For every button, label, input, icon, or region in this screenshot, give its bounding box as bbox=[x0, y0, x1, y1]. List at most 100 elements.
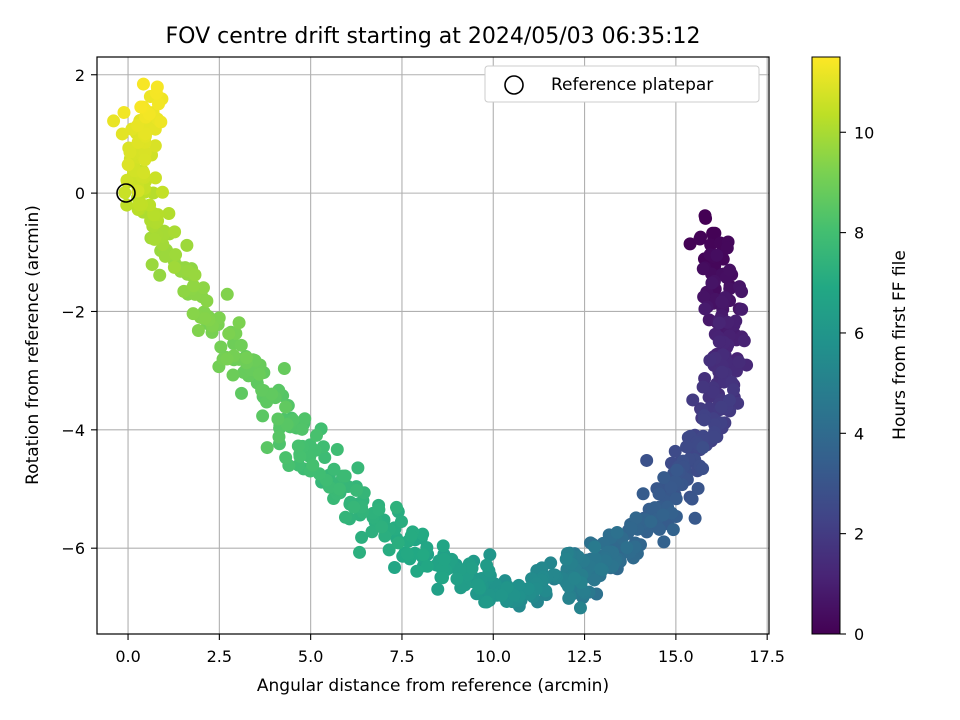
scatter-point bbox=[272, 430, 286, 444]
scatter-point bbox=[732, 355, 746, 369]
y-tick-label: −2 bbox=[61, 302, 85, 321]
scatter-point bbox=[365, 525, 379, 539]
scatter-point bbox=[279, 400, 293, 414]
scatter-point bbox=[707, 430, 721, 444]
x-axis-ticks: 0.0 2.5 5.0 7.5 10.0 12.5 15.0 17.5 bbox=[115, 634, 785, 666]
scatter-point bbox=[388, 561, 402, 575]
scatter-point bbox=[704, 238, 718, 252]
scatter-point bbox=[480, 595, 494, 609]
scatter-point bbox=[117, 105, 131, 119]
legend-box bbox=[484, 65, 760, 103]
scatter-point bbox=[295, 422, 309, 436]
scatter-point bbox=[382, 543, 396, 557]
scatter-point bbox=[735, 302, 749, 316]
scatter-point bbox=[240, 351, 254, 365]
scatter-point bbox=[620, 541, 634, 555]
scatter-point bbox=[226, 368, 240, 382]
scatter-point bbox=[222, 327, 236, 341]
scatter-point bbox=[416, 548, 430, 562]
data-points bbox=[107, 77, 754, 615]
scatter-point bbox=[587, 573, 601, 587]
y-tick-label: 0 bbox=[75, 184, 85, 203]
scatter-point bbox=[696, 462, 710, 476]
scatter-point bbox=[168, 225, 182, 239]
colorbar-tick-label: 4 bbox=[854, 424, 864, 443]
chart-title: FOV centre drift starting at 2024/05/03 … bbox=[166, 24, 701, 49]
scatter-point bbox=[562, 591, 576, 605]
scatter-point bbox=[293, 449, 307, 463]
scatter-point bbox=[712, 335, 726, 349]
scatter-point bbox=[235, 386, 249, 400]
scatter-point bbox=[480, 558, 494, 572]
scatter-point bbox=[291, 439, 305, 453]
scatter-point bbox=[118, 186, 132, 200]
scatter-point bbox=[705, 276, 719, 290]
scatter-point bbox=[712, 316, 726, 330]
scatter-point bbox=[167, 260, 181, 274]
scatter-point bbox=[670, 463, 684, 477]
scatter-point bbox=[703, 353, 717, 367]
scatter-point bbox=[260, 441, 274, 455]
scatter-point bbox=[697, 290, 711, 304]
scatter-point bbox=[265, 387, 279, 401]
scatter-point bbox=[610, 526, 624, 540]
scatter-point bbox=[139, 127, 153, 141]
scatter-point bbox=[120, 173, 134, 187]
scatter-point bbox=[147, 208, 161, 222]
scatter-point bbox=[353, 545, 367, 559]
scatter-point bbox=[375, 520, 389, 534]
scatter-point bbox=[698, 209, 712, 223]
scatter-point bbox=[737, 334, 751, 348]
x-axis-label: Angular distance from reference (arcmin) bbox=[257, 676, 609, 696]
scatter-point bbox=[153, 268, 167, 282]
x-tick-label: 15.0 bbox=[658, 647, 694, 666]
scatter-point bbox=[271, 412, 285, 426]
scatter-point bbox=[155, 185, 169, 199]
scatter-point bbox=[588, 540, 602, 554]
scatter-point bbox=[177, 284, 191, 298]
scatter-point bbox=[688, 511, 702, 525]
scatter-point bbox=[410, 564, 424, 578]
scatter-point bbox=[330, 442, 344, 456]
scatter-point bbox=[214, 340, 228, 354]
scatter-point bbox=[720, 241, 734, 255]
colorbar-tick-label: 6 bbox=[854, 324, 864, 343]
scatter-point bbox=[191, 324, 205, 338]
scatter-point bbox=[137, 166, 151, 180]
scatter-point bbox=[338, 510, 352, 524]
scatter-point bbox=[437, 552, 451, 566]
x-tick-label: 10.0 bbox=[475, 647, 511, 666]
scatter-point bbox=[495, 589, 509, 603]
scatter-point bbox=[431, 582, 445, 596]
scatter-point bbox=[198, 311, 212, 325]
legend-label: Reference platepar bbox=[551, 75, 713, 95]
scatter-point bbox=[624, 521, 638, 535]
scatter-point bbox=[668, 444, 682, 458]
scatter-point bbox=[685, 492, 699, 506]
scatter-point bbox=[696, 262, 710, 276]
scatter-point bbox=[115, 127, 129, 141]
scatter-point bbox=[350, 483, 364, 497]
scatter-point bbox=[568, 571, 582, 585]
scatter-point bbox=[310, 428, 324, 442]
reference-marker bbox=[116, 183, 136, 203]
scatter-point bbox=[657, 535, 671, 549]
scatter-point bbox=[680, 440, 694, 454]
scatter-point bbox=[145, 258, 159, 272]
scatter-point bbox=[107, 114, 121, 128]
x-tick-label: 7.5 bbox=[389, 647, 414, 666]
scatter-point bbox=[389, 500, 403, 514]
scatter-point bbox=[636, 487, 650, 501]
scatter-point bbox=[200, 294, 214, 308]
scatter-point bbox=[465, 561, 479, 575]
scatter-point bbox=[697, 413, 711, 427]
scatter-point bbox=[154, 115, 168, 129]
scatter-point bbox=[629, 511, 643, 525]
y-axis-ticks: −6 −4 −2 0 2 bbox=[61, 66, 97, 558]
scatter-point bbox=[723, 263, 737, 277]
scatter-point bbox=[355, 530, 369, 544]
scatter-point bbox=[714, 400, 728, 414]
scatter-point bbox=[318, 451, 332, 465]
scatter-point bbox=[180, 238, 194, 252]
scatter-point bbox=[147, 232, 161, 246]
